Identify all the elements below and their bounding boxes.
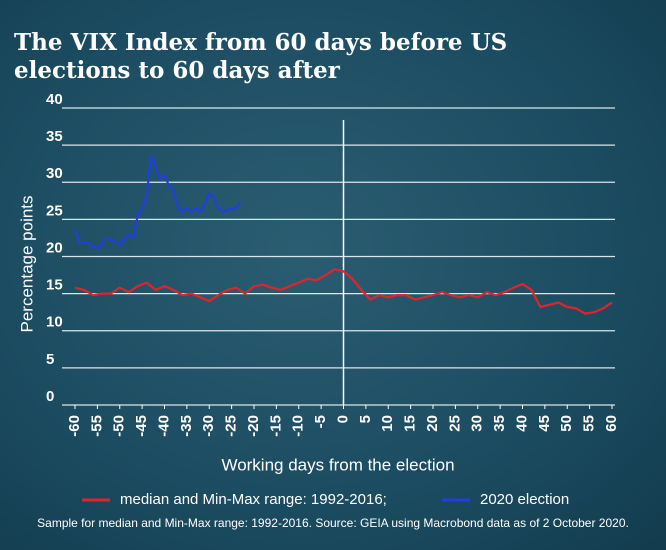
legend-label: median and Min-Max range: 1992-2016; bbox=[120, 491, 387, 508]
x-tick-label: 60 bbox=[603, 415, 620, 432]
note: Sample for median and Min-Max range: 199… bbox=[37, 516, 629, 530]
x-tick-label: -40 bbox=[155, 415, 172, 437]
x-tick-label: -55 bbox=[88, 415, 105, 437]
legend-label: 2020 election bbox=[480, 491, 569, 508]
y-tick-label: 15 bbox=[46, 277, 63, 294]
x-tick-label: -10 bbox=[290, 415, 307, 437]
y-tick-label: 25 bbox=[46, 202, 63, 219]
x-tick-label: 0 bbox=[334, 415, 351, 423]
x-tick-label: -20 bbox=[245, 415, 262, 437]
x-tick-label: 30 bbox=[469, 415, 486, 432]
y-tick-label: 30 bbox=[46, 165, 63, 182]
y-tick-label: 0 bbox=[46, 388, 54, 405]
x-tick-label: -45 bbox=[133, 415, 150, 437]
x-tick-label: 5 bbox=[357, 415, 374, 423]
x-tick-label: -60 bbox=[66, 415, 83, 437]
y-tick-label: 40 bbox=[46, 91, 63, 108]
x-tick-label: -35 bbox=[178, 415, 195, 437]
x-tick-label: 35 bbox=[491, 415, 508, 432]
y-tick-label: 35 bbox=[46, 128, 63, 145]
y-axis-title: Percentage points bbox=[17, 195, 36, 332]
x-tick-label: -30 bbox=[200, 415, 217, 437]
x-tick-label: 55 bbox=[581, 415, 598, 432]
series-line bbox=[73, 155, 242, 251]
series-line bbox=[74, 268, 613, 315]
x-tick-label: 20 bbox=[424, 415, 441, 432]
x-tick-label: 10 bbox=[379, 415, 396, 432]
x-tick-label: 45 bbox=[536, 415, 553, 432]
x-tick-label: -5 bbox=[312, 415, 329, 428]
x-tick-label: 50 bbox=[558, 415, 575, 432]
y-tick-label: 10 bbox=[46, 314, 63, 331]
x-tick-label: 40 bbox=[513, 415, 530, 432]
x-tick-label: 25 bbox=[446, 415, 463, 432]
x-tick-label: -25 bbox=[223, 415, 240, 437]
x-tick-label: 15 bbox=[402, 415, 419, 432]
x-tick-label: -50 bbox=[111, 415, 128, 437]
y-tick-label: 5 bbox=[46, 351, 54, 368]
y-tick-label: 20 bbox=[46, 239, 63, 256]
x-tick-label: -15 bbox=[267, 415, 284, 437]
x-axis-title: Working days from the election bbox=[221, 455, 454, 474]
chart-title: The VIX Index from 60 days before US elec… bbox=[14, 29, 507, 84]
